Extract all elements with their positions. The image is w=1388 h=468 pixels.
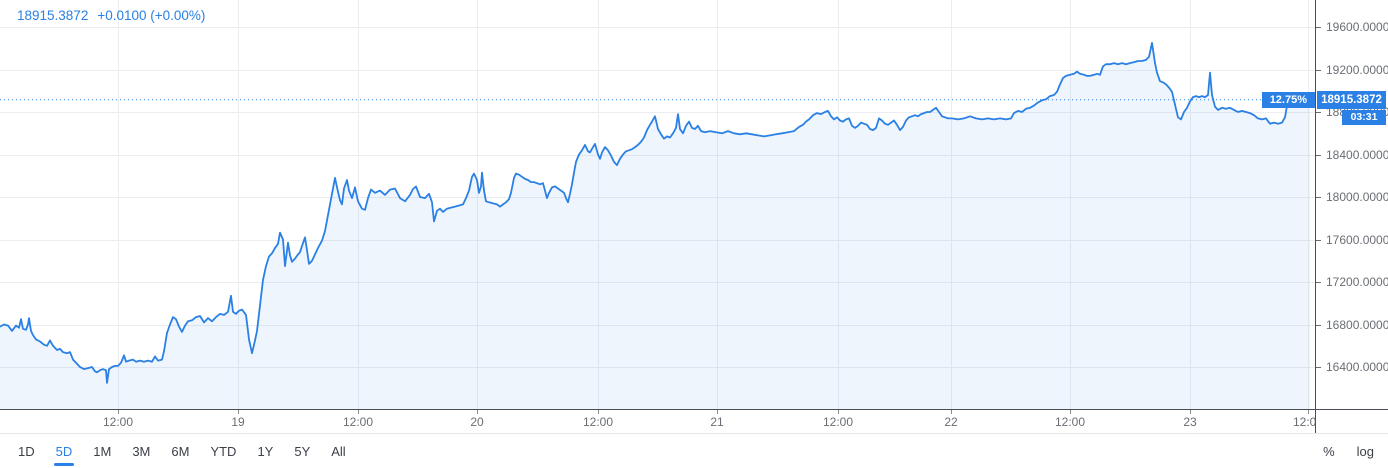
chart-toolbar: 1D 5D 1M 3M 6M YTD 1Y 5Y All % log: [0, 433, 1388, 468]
range-button-ytd[interactable]: YTD: [210, 443, 237, 459]
range-button-1d[interactable]: 1D: [18, 443, 35, 459]
range-button-6m[interactable]: 6M: [171, 443, 190, 459]
price-axis-tick: [1316, 155, 1321, 156]
quote-header: 18915.3872 +0.0100 (+0.00%): [17, 8, 205, 23]
log-scale-button[interactable]: log: [1356, 443, 1374, 459]
price-axis-label: 19200.0000: [1326, 63, 1388, 77]
range-button-5y[interactable]: 5Y: [294, 443, 311, 459]
range-button-3m[interactable]: 3M: [132, 443, 151, 459]
time-axis-label: 23: [1183, 415, 1197, 429]
price-axis-tick: [1316, 112, 1321, 113]
percent-scale-button[interactable]: %: [1323, 443, 1335, 459]
range-button-1y[interactable]: 1Y: [257, 443, 274, 459]
price-area-fill: [0, 42, 1310, 409]
current-price-badge: 18915.3872: [1317, 91, 1386, 109]
bar-countdown-badge: 03:31: [1342, 110, 1386, 125]
time-axis-tick: [118, 410, 119, 414]
price-axis[interactable]: 18915.3872 03:31 19600.000019200.0000188…: [1315, 0, 1388, 433]
price-axis-label: 19600.0000: [1326, 20, 1388, 34]
time-axis-label: 20: [470, 415, 484, 429]
price-axis-label: 17200.0000: [1326, 275, 1388, 289]
time-axis[interactable]: 12:00 19 12:00 20 12:00 21 12:00 22 12:00 23 12:00: [0, 410, 1315, 433]
range-button-1m[interactable]: 1M: [93, 443, 112, 459]
time-axis-label: 12:00: [582, 415, 614, 429]
time-axis-label: 12:00: [822, 415, 854, 429]
price-axis-tick: [1316, 325, 1321, 326]
time-axis-label: 12:00: [1054, 415, 1086, 429]
price-axis-label: 16400.0000: [1326, 360, 1388, 374]
time-axis-border: [0, 409, 1388, 410]
price-axis-tick: [1316, 282, 1321, 283]
time-axis-tick: [717, 410, 718, 414]
time-axis-label: 12:00: [1292, 415, 1315, 429]
price-axis-tick: [1316, 240, 1321, 241]
price-line-chart-canvas[interactable]: [0, 0, 1315, 409]
time-axis-tick: [598, 410, 599, 414]
time-axis-tick: [951, 410, 952, 414]
price-change: +0.0100 (+0.00%): [97, 8, 206, 23]
price-chart[interactable]: 18915.3872 +0.0100 (+0.00%) 12.75%: [0, 0, 1315, 409]
price-line: [0, 42, 1311, 384]
price-axis-tick: [1316, 367, 1321, 368]
time-axis-tick: [1308, 410, 1309, 414]
time-axis-tick: [1190, 410, 1191, 414]
range-button-all[interactable]: All: [331, 443, 346, 459]
time-axis-label: 12:00: [102, 415, 134, 429]
price-axis-label: 18400.0000: [1326, 148, 1388, 162]
time-axis-tick: [238, 410, 239, 414]
time-axis-label: 22: [944, 415, 958, 429]
scale-switcher: % log: [1321, 441, 1376, 462]
time-axis-tick: [1070, 410, 1071, 414]
time-axis-tick: [838, 410, 839, 414]
range-button-5d[interactable]: 5D: [49, 441, 80, 466]
percent-change-badge: 12.75%: [1261, 92, 1315, 108]
price-axis-label: 18000.0000: [1326, 190, 1388, 204]
time-axis-tick: [477, 410, 478, 414]
time-axis-tick: [358, 410, 359, 414]
price-axis-tick: [1316, 70, 1321, 71]
price-axis-label: 17600.0000: [1326, 233, 1388, 247]
price-axis-label: 16800.0000: [1326, 318, 1388, 332]
time-axis-label: 19: [231, 415, 245, 429]
price-axis-tick: [1316, 27, 1321, 28]
time-axis-label: 12:00: [342, 415, 374, 429]
time-axis-label: 21: [710, 415, 724, 429]
last-price: 18915.3872: [17, 8, 89, 23]
price-axis-tick: [1316, 197, 1321, 198]
date-range-switcher: 1D 5D 1M 3M 6M YTD 1Y 5Y All: [11, 441, 353, 466]
